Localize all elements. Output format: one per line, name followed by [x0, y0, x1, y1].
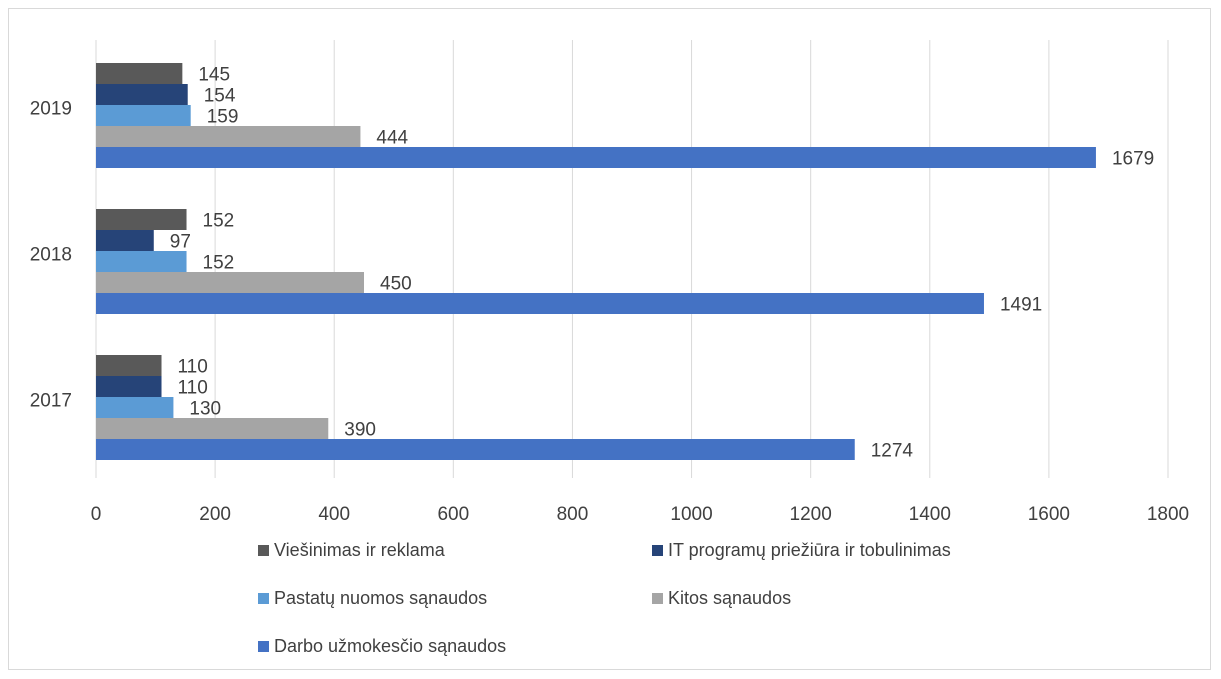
bar: [96, 293, 984, 314]
legend-swatch: [258, 593, 269, 604]
bar: [96, 376, 162, 397]
data-label: 97: [170, 232, 191, 253]
x-tick-label: 1000: [670, 504, 712, 525]
bar: [96, 209, 187, 230]
bar: [96, 418, 329, 439]
bar: [96, 84, 188, 105]
bar: [96, 147, 1096, 168]
legend-item: Kitos sąnaudos: [652, 588, 791, 609]
data-label: 450: [380, 274, 412, 295]
data-label: 1491: [1000, 295, 1042, 316]
data-label: 1274: [871, 441, 914, 462]
data-label: 1679: [1112, 149, 1154, 170]
bar: [96, 126, 361, 147]
x-tick-label: 1200: [790, 504, 832, 525]
legend-label: IT programų priežiūra ir tobulinimas: [668, 540, 951, 560]
chart-frame: [8, 8, 1211, 670]
x-tick-label: 800: [557, 504, 589, 525]
x-tick-label: 200: [199, 504, 231, 525]
bar: [96, 439, 855, 460]
legend-label: Viešinimas ir reklama: [274, 540, 445, 560]
bar: [96, 397, 174, 418]
data-label: 154: [204, 86, 236, 107]
legend-item: Pastatų nuomos sąnaudos: [258, 588, 487, 609]
legend-item: Darbo užmokesčio sąnaudos: [258, 636, 506, 657]
data-label: 152: [203, 211, 235, 232]
legend-swatch: [258, 641, 269, 652]
x-tick-label: 1400: [909, 504, 951, 525]
data-label: 145: [198, 65, 230, 86]
bar: [96, 355, 162, 376]
data-label: 110: [178, 357, 208, 378]
data-label: 159: [207, 107, 239, 128]
category-label: 2019: [30, 99, 72, 120]
legend-swatch: [258, 545, 269, 556]
bar: [96, 63, 183, 84]
x-tick-label: 400: [318, 504, 350, 525]
x-tick-label: 600: [437, 504, 469, 525]
legend-label: Kitos sąnaudos: [668, 588, 792, 608]
category-label: 2017: [30, 391, 72, 412]
category-label: 2018: [30, 245, 72, 266]
x-tick-label: 1800: [1147, 504, 1189, 525]
x-tick-label: 1600: [1028, 504, 1070, 525]
bar: [96, 251, 187, 272]
data-label: 130: [189, 399, 221, 420]
bar: [96, 105, 191, 126]
data-label: 110: [178, 378, 208, 399]
legend-label: Pastatų nuomos sąnaudos: [274, 588, 488, 608]
x-tick-label: 0: [91, 504, 102, 525]
legend-item: Viešinimas ir reklama: [258, 540, 445, 561]
legend-label: Darbo užmokesčio sąnaudos: [274, 636, 507, 656]
bar: [96, 272, 364, 293]
legend-item: IT programų priežiūra ir tobulinimas: [652, 540, 951, 561]
data-label: 390: [344, 420, 376, 441]
legend-swatch: [652, 593, 663, 604]
data-label: 444: [376, 128, 408, 149]
data-label: 152: [203, 253, 235, 274]
legend-swatch: [652, 545, 663, 556]
bar: [96, 230, 154, 251]
